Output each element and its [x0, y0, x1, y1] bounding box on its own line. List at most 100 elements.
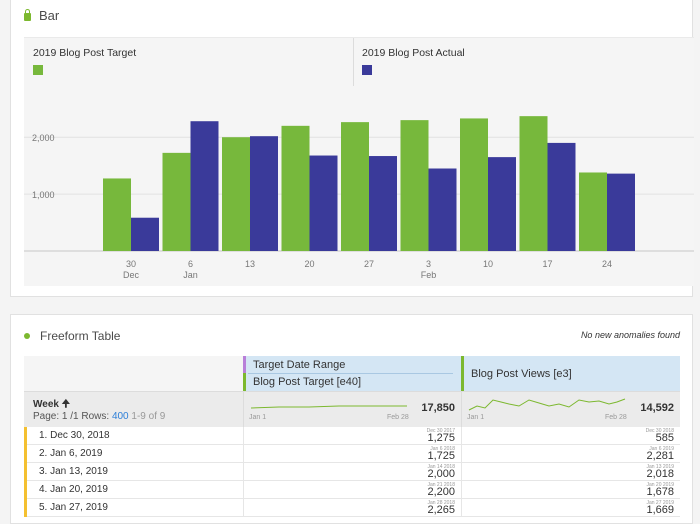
summary-cell-views: Jan 1 Feb 28 14,592	[461, 392, 680, 428]
column-header-views[interactable]: Blog Post Views [e3]	[461, 356, 680, 391]
summary-row: Week 🠉 Page: 1 /1 Rows: 400 1-9 of 9 Jan…	[24, 391, 680, 428]
total-views: 14,592	[640, 402, 674, 414]
metric-target-label: Blog Post Target [e40]	[253, 376, 362, 388]
bar-actual[interactable]	[369, 156, 397, 251]
dimension-header-spacer	[24, 356, 243, 391]
y-tick-label: 2,000	[32, 133, 55, 143]
cell-date: Jan 20 2019	[646, 482, 674, 488]
legend-swatch-actual	[362, 65, 372, 75]
row-label[interactable]: 5. Jan 27, 2019	[39, 502, 108, 513]
cell-value: 1,725	[427, 450, 455, 462]
bar-target[interactable]	[519, 116, 548, 251]
cell-value: 2,018	[646, 468, 674, 480]
bar-actual[interactable]	[309, 155, 338, 251]
pagination: Page: 1 /1 Rows: 400 1-9 of 9	[33, 411, 165, 422]
sparkline-target	[250, 405, 407, 409]
row-label[interactable]: 1. Dec 30, 2018	[39, 430, 110, 441]
x-tick-label: 10	[483, 259, 493, 269]
legend-divider	[353, 38, 354, 86]
bar-target[interactable]	[341, 122, 369, 252]
cell-value: 2,265	[427, 504, 455, 516]
table-row[interactable]: 2. Jan 6, 2019 Jan 6 2018 1,725 Jan 6 2019 2…	[24, 445, 680, 463]
bar-actual[interactable]	[607, 173, 635, 251]
cell-views[interactable]: Jan 20 2019 1,678	[461, 481, 680, 499]
cell-views[interactable]: Jan 27 2019 1,669	[461, 499, 680, 517]
row-label[interactable]: 2. Jan 6, 2019	[39, 448, 103, 459]
lock-icon[interactable]	[24, 9, 31, 21]
row-label[interactable]: 3. Jan 13, 2019	[39, 466, 108, 477]
week-header[interactable]: Week 🠉	[33, 397, 70, 414]
bar-target[interactable]	[400, 120, 429, 251]
bar-target[interactable]	[222, 137, 250, 251]
bar-panel: Bar 2019 Blog Post Target 2019 Blog Post…	[10, 0, 694, 297]
sort-up-icon[interactable]: 🠉	[61, 399, 71, 410]
legend-label-target: 2019 Blog Post Target	[33, 47, 137, 59]
summary-cell-target: Jan 1 Feb 28 17,850	[243, 392, 461, 428]
bar-target[interactable]	[162, 152, 191, 251]
bar-panel-title[interactable]: Bar	[39, 8, 60, 23]
row-accent	[24, 427, 27, 445]
bar-actual[interactable]	[190, 121, 219, 251]
bar-actual[interactable]	[547, 142, 576, 251]
bar-target[interactable]	[103, 178, 131, 251]
table-panel-title[interactable]: Freeform Table	[40, 329, 121, 343]
bar-target[interactable]	[460, 118, 488, 252]
metric-chip-green	[243, 373, 246, 391]
sparkline-views	[468, 398, 626, 411]
table-row[interactable]: 4. Jan 20, 2019 Jan 21 2018 2,200 Jan 20 20…	[24, 481, 680, 499]
bar-target[interactable]	[579, 172, 607, 251]
row-accent	[24, 445, 27, 463]
anomaly-note: No new anomalies found	[580, 330, 680, 340]
row-accent	[24, 463, 27, 481]
x-tick-label: 3	[426, 259, 431, 269]
bar-actual[interactable]	[428, 168, 457, 252]
cell-date: Jan 14 2018	[427, 464, 455, 470]
bar-panel-header: Bar	[24, 8, 59, 23]
table-row[interactable]: 5. Jan 27, 2019 Jan 28 2018 2,265 Jan 27 20…	[24, 499, 680, 517]
x-tick-label: 27	[364, 259, 374, 269]
cell-value: 2,200	[427, 486, 455, 498]
x-tick-label: 6	[188, 259, 193, 269]
sparkline-start-views: Jan 1	[467, 414, 485, 421]
bar-target[interactable]	[281, 125, 310, 251]
table-row[interactable]: 1. Dec 30, 2018 Dec 30 2017 1,275 Dec 30 20…	[24, 427, 680, 445]
bar-actual[interactable]	[250, 136, 278, 251]
freeform-table-panel: Freeform Table No new anomalies found Ta…	[10, 314, 693, 524]
range-label: 1-9 of 9	[131, 411, 166, 422]
column-header-target[interactable]: Target Date Range Blog Post Target [e40]	[243, 356, 461, 391]
legend-item-actual[interactable]: 2019 Blog Post Actual	[362, 47, 465, 75]
cell-target[interactable]: Jan 6 2018 1,725	[243, 445, 461, 463]
x-tick-label: 30	[126, 259, 136, 269]
x-tick-sublabel: Jan	[183, 270, 198, 280]
cell-date: Jan 27 2019	[646, 500, 674, 506]
x-tick-sublabel: Feb	[421, 270, 437, 280]
legend-item-target[interactable]: 2019 Blog Post Target	[33, 47, 136, 75]
cell-views[interactable]: Jan 6 2019 2,281	[461, 445, 680, 463]
bar-actual[interactable]	[488, 157, 516, 251]
table-row[interactable]: 3. Jan 13, 2019 Jan 14 2018 2,000 Jan 13 20…	[24, 463, 680, 481]
x-tick-label: 24	[602, 259, 612, 269]
cell-views[interactable]: Dec 30 2018 585	[461, 427, 680, 445]
x-tick-label: 20	[304, 259, 314, 269]
row-label[interactable]: 4. Jan 20, 2019	[39, 484, 108, 495]
rows-count-link[interactable]: 400	[111, 411, 129, 422]
y-tick-label: 1,000	[32, 190, 55, 200]
bar-actual[interactable]	[131, 217, 159, 251]
legend-swatch-target	[33, 65, 43, 75]
cell-value: 2,281	[646, 450, 674, 462]
cell-target[interactable]: Jan 21 2018 2,200	[243, 481, 461, 499]
segment-date-range-label: Target Date Range	[253, 359, 346, 371]
cell-target[interactable]: Dec 30 2017 1,275	[243, 427, 461, 445]
cell-date: Jan 6 2019	[649, 446, 674, 452]
sparkline-end-views: Feb 28	[605, 414, 627, 421]
cell-value: 2,000	[427, 468, 455, 480]
cell-value: 1,678	[646, 486, 674, 498]
cell-target[interactable]: Jan 14 2018 2,000	[243, 463, 461, 481]
header-divider	[248, 373, 453, 374]
cell-views[interactable]: Jan 13 2019 2,018	[461, 463, 680, 481]
cell-date: Dec 30 2017	[426, 428, 455, 434]
legend-label-actual: 2019 Blog Post Actual	[362, 47, 465, 59]
metric-views-label: Blog Post Views [e3]	[471, 368, 572, 380]
cell-target[interactable]: Jan 28 2018 2,265	[243, 499, 461, 517]
table-panel-header: Freeform Table	[24, 329, 120, 343]
